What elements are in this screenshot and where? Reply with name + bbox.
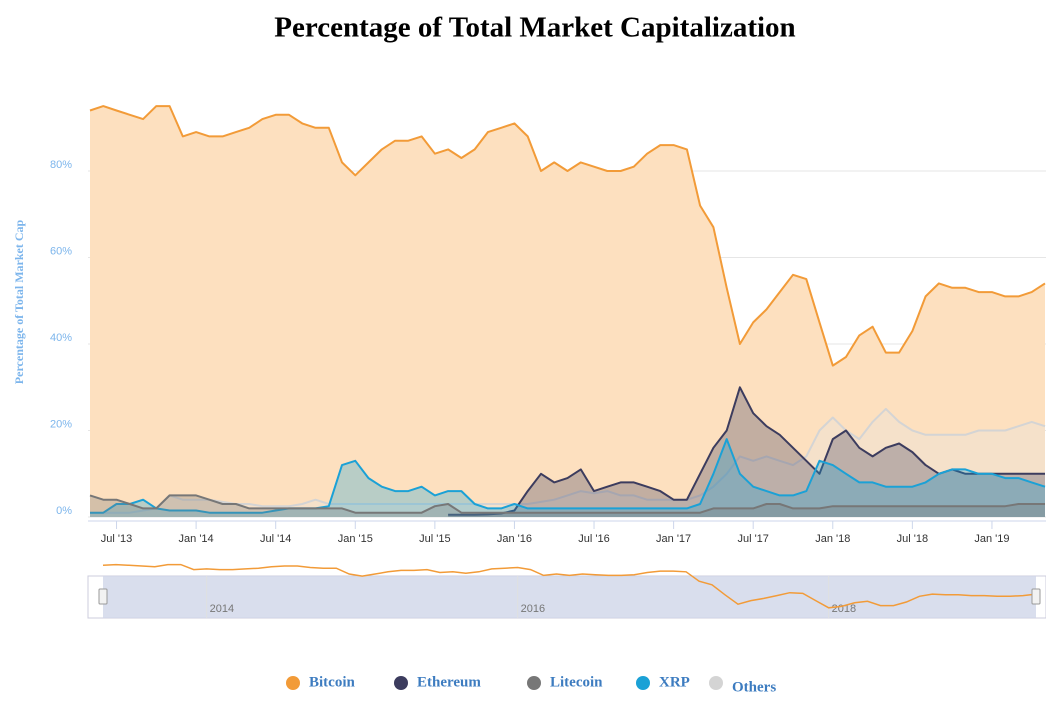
- y-tick-label: 80%: [50, 159, 72, 171]
- navigator-line: [102, 563, 1037, 609]
- legend-label: Ethereum: [417, 674, 481, 690]
- y-tick-label: 0%: [56, 505, 72, 517]
- legend-label: XRP: [659, 674, 690, 690]
- navigator-tick-label: 2016: [521, 603, 545, 615]
- legend-marker: [636, 676, 650, 690]
- legend-label: Others: [732, 679, 776, 695]
- area-line: [89, 494, 1045, 514]
- x-tick-label: Jul '14: [260, 533, 291, 545]
- legend-label: Bitcoin: [309, 674, 355, 690]
- area-fill: [90, 495, 1045, 517]
- area-fill: [90, 106, 1045, 517]
- x-tick-label: Jan '16: [497, 533, 532, 545]
- navigator-mask[interactable]: [103, 576, 1036, 618]
- legend-item[interactable]: Ethereum: [394, 674, 481, 690]
- x-tick-label: Jan '17: [656, 533, 691, 545]
- y-axis-label: Percentage of Total Market Cap: [12, 219, 26, 384]
- legend-label: Litecoin: [550, 674, 603, 690]
- area-line: [90, 407, 1046, 514]
- y-tick-label: 60%: [50, 245, 72, 257]
- x-tick-label: Jan '19: [974, 533, 1009, 545]
- navigator-tick-label: 2014: [210, 603, 234, 615]
- legend-marker: [527, 676, 541, 690]
- x-tick-label: Jul '17: [737, 533, 768, 545]
- x-tick-label: Jan '18: [815, 533, 850, 545]
- area-fill: [90, 439, 1045, 517]
- y-tick-label: 40%: [50, 332, 72, 344]
- legend-item[interactable]: Bitcoin: [286, 674, 355, 690]
- navigator-handle[interactable]: [98, 588, 108, 605]
- x-tick-label: Jul '13: [101, 533, 132, 545]
- legend-marker: [709, 676, 723, 690]
- legend-item[interactable]: Litecoin: [527, 674, 603, 690]
- area-line: [90, 438, 1046, 514]
- x-tick-label: Jul '18: [897, 533, 928, 545]
- chart-title: Percentage of Total Market Capitalizatio…: [274, 12, 795, 44]
- area-fill: [448, 387, 1046, 517]
- navigator-handle[interactable]: [1031, 588, 1041, 605]
- legend-item[interactable]: XRP: [636, 674, 690, 690]
- x-tick-label: Jul '16: [578, 533, 609, 545]
- x-tick-label: Jan '14: [179, 533, 214, 545]
- legend-marker: [394, 676, 408, 690]
- y-tick-label: 20%: [50, 418, 72, 430]
- area-line: [89, 105, 1046, 367]
- legend-item[interactable]: Others: [709, 676, 776, 695]
- x-tick-label: Jan '15: [338, 533, 373, 545]
- navigator-tick-label: 2018: [832, 603, 856, 615]
- x-tick-label: Jul '15: [419, 533, 450, 545]
- legend-marker: [286, 676, 300, 690]
